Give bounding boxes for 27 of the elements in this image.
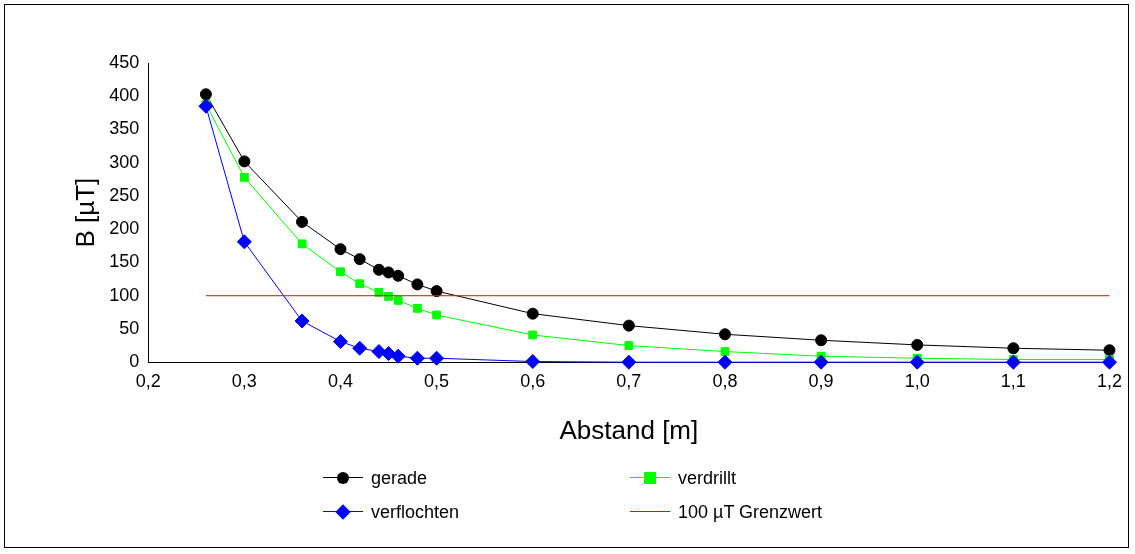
x-tick-label: 0,7 xyxy=(616,370,642,391)
x-tick-label: 0,4 xyxy=(327,370,353,391)
y-axis-title: B [µT] xyxy=(69,177,100,248)
y-tick-label: 200 xyxy=(109,218,140,239)
y-tick-label: 350 xyxy=(109,118,140,139)
y-tick-label: 300 xyxy=(109,151,140,172)
x-tick-label: 0,9 xyxy=(808,370,834,391)
y-tick-label: 0 xyxy=(129,351,140,372)
legend-label: verflochten xyxy=(371,501,460,523)
x-axis-title: Abstand [m] xyxy=(559,414,699,445)
y-tick-label: 50 xyxy=(119,317,140,338)
x-tick-label: 1,2 xyxy=(1096,370,1122,391)
y-tick-label: 150 xyxy=(109,251,140,272)
legend-label: 100 µT Grenzwert xyxy=(678,501,823,523)
legend-label: gerade xyxy=(371,467,428,489)
y-tick-label: 250 xyxy=(109,184,140,205)
x-tick-label: 0,3 xyxy=(231,370,257,391)
y-tick-label: 100 xyxy=(109,284,140,305)
x-tick-label: 0,8 xyxy=(712,370,738,391)
legend-label: verdrillt xyxy=(678,467,737,489)
y-tick-label: 450 xyxy=(109,51,140,72)
x-tick-label: 1,0 xyxy=(904,370,930,391)
x-tick-label: 0,5 xyxy=(424,370,450,391)
x-tick-label: 0,2 xyxy=(135,370,161,391)
x-tick-label: 1,1 xyxy=(1000,370,1026,391)
y-tick-label: 400 xyxy=(109,85,140,106)
x-tick-label: 0,6 xyxy=(520,370,546,391)
